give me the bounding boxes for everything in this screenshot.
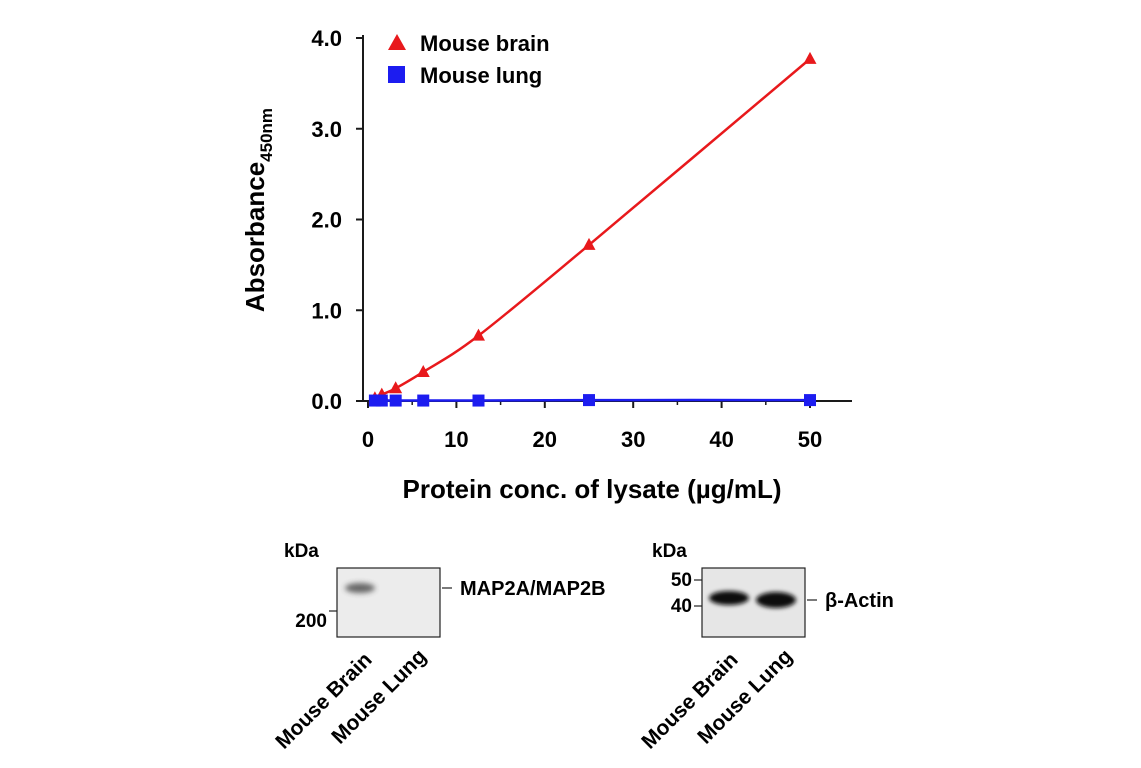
data-point-mouse-lung	[389, 394, 402, 407]
blot1-target-label: MAP2A/MAP2B	[460, 578, 606, 600]
data-point-mouse-lung	[583, 394, 595, 407]
legend-label-mouse-lung: Mouse lung	[420, 63, 542, 88]
y-ticks: 0.0 1.0 2.0 3.0 4.0	[311, 26, 363, 414]
blot2-marker-50: 50	[671, 570, 692, 591]
data-point-mouse-brain	[803, 51, 817, 64]
series-layer	[368, 51, 817, 407]
x-tick-label: 20	[533, 427, 557, 452]
data-point-mouse-brain	[582, 237, 596, 250]
blot1-marker-200: 200	[295, 611, 327, 632]
x-tick-label: 50	[798, 427, 822, 452]
y-tick-label: 4.0	[311, 26, 342, 51]
data-point-mouse-brain	[389, 381, 403, 394]
blot2-kda-label: kDa	[652, 541, 687, 562]
data-point-mouse-lung	[417, 394, 430, 407]
blot-map2: kDa MAP2A/MAP2B 200 Mouse Brain Mouse Lu…	[271, 541, 605, 754]
blot1-kda-label: kDa	[284, 541, 319, 562]
data-point-mouse-lung	[804, 394, 816, 407]
y-tick-label: 0.0	[311, 389, 342, 414]
y-tick-label: 1.0	[311, 298, 342, 323]
y-tick-label: 2.0	[311, 208, 342, 233]
legend-marker-mouse-brain	[388, 34, 406, 50]
data-point-mouse-brain	[416, 364, 430, 377]
x-tick-label: 30	[621, 427, 645, 452]
x-axis-title: Protein conc. of lysate (µg/mL)	[402, 474, 781, 504]
blot2-band-mouse-lung	[756, 592, 796, 608]
y-axis-title-sub: 450nm	[257, 108, 276, 162]
blot1-band-mouse-brain	[345, 583, 375, 593]
blot1-membrane	[336, 567, 441, 638]
legend: Mouse brain Mouse lung	[388, 31, 550, 88]
x-tick-label: 40	[709, 427, 733, 452]
blot2-target-label: β-Actin	[825, 590, 894, 612]
series-line-mouse-brain	[374, 57, 811, 400]
x-tick-label: 10	[444, 427, 468, 452]
data-point-mouse-lung	[375, 394, 388, 407]
blot-actin: kDa 50 40 β-Actin Mouse Brain Mouse Lung	[637, 541, 894, 754]
y-tick-label: 3.0	[311, 117, 342, 142]
blot2-band-mouse-brain	[709, 591, 749, 605]
y-axis-title: Absorbance450nm	[240, 108, 276, 312]
blot2-marker-40: 40	[671, 596, 692, 617]
x-ticks: 0 10 20 30 40 50	[362, 401, 822, 452]
legend-label-mouse-brain: Mouse brain	[420, 31, 550, 56]
legend-marker-mouse-lung	[388, 66, 405, 83]
x-tick-label: 0	[362, 427, 374, 452]
data-point-mouse-lung	[472, 394, 485, 407]
data-point-mouse-brain	[472, 328, 485, 341]
elisa-chart: Absorbance450nm 0.0 1.0 2.0 3.0 4.0 0 10 20 30 4…	[240, 26, 852, 504]
y-axis-title-main: Absorbance	[240, 162, 270, 312]
